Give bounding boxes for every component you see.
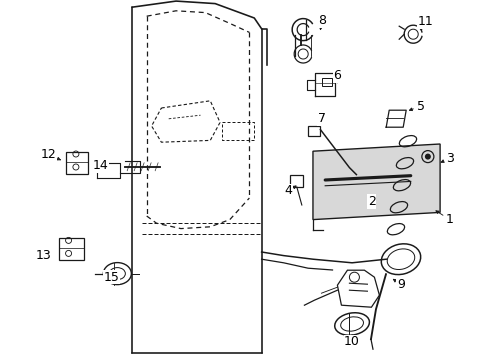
- Bar: [66, 152, 88, 174]
- Text: 5: 5: [408, 100, 424, 113]
- Text: 6: 6: [333, 69, 341, 83]
- Bar: [289, 175, 302, 187]
- Text: 8: 8: [317, 14, 325, 30]
- Text: 3: 3: [440, 152, 453, 165]
- Circle shape: [424, 154, 430, 159]
- Text: 13: 13: [36, 249, 52, 262]
- Text: 10: 10: [344, 335, 359, 348]
- Polygon shape: [312, 144, 439, 220]
- Bar: [308, 126, 320, 136]
- Text: 14: 14: [92, 159, 108, 172]
- Text: 7: 7: [317, 112, 325, 125]
- Text: 15: 15: [103, 271, 119, 284]
- Text: 11: 11: [417, 15, 432, 30]
- Text: 1: 1: [435, 211, 453, 226]
- Text: 4: 4: [284, 184, 295, 197]
- Bar: [321, 78, 331, 86]
- Text: 2: 2: [367, 195, 375, 208]
- Bar: [59, 238, 83, 260]
- Text: 12: 12: [41, 148, 60, 161]
- Text: 9: 9: [392, 278, 404, 291]
